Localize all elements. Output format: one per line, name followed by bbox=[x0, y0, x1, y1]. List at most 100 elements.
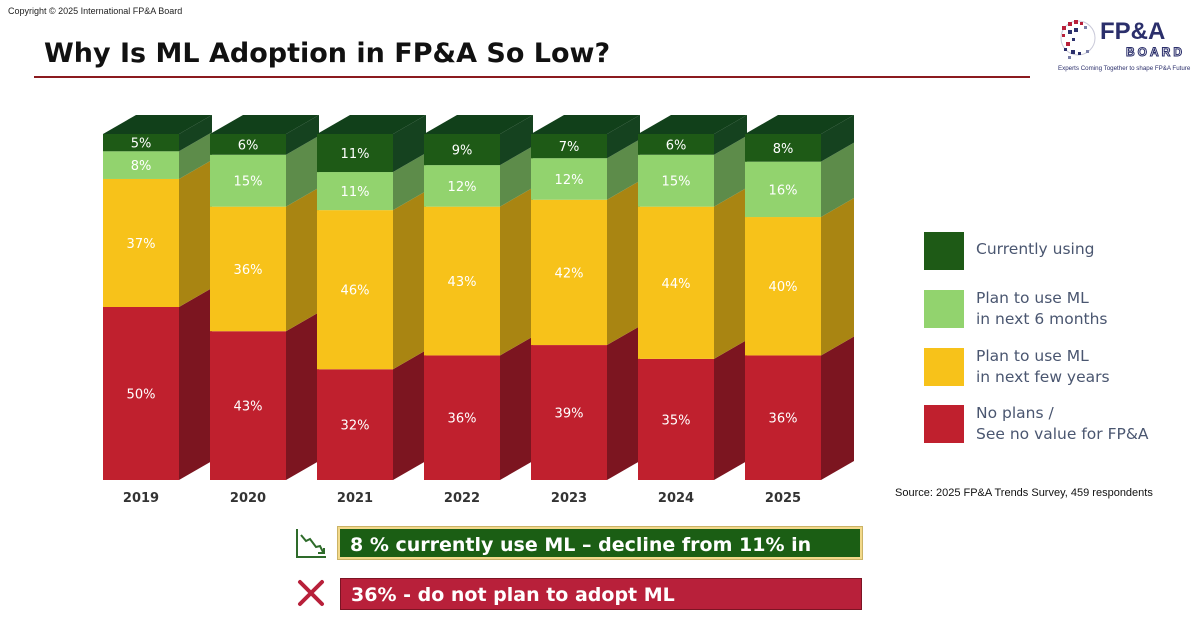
bar-side-plan_few_years-2023 bbox=[607, 180, 640, 346]
bar-segment-currently_using-2021 bbox=[317, 134, 393, 173]
logo-globe-icon bbox=[1060, 20, 1096, 59]
bar-side-currently_using-2020 bbox=[286, 115, 319, 155]
bar-segment-currently_using-2023 bbox=[531, 134, 607, 159]
legend-item-plan_few_years: Plan to use ML in next few years bbox=[924, 346, 1184, 386]
bar-side-plan_few_years-2024 bbox=[714, 187, 747, 359]
bar-segment-plan_6_months-2023 bbox=[531, 158, 607, 200]
logo-wordmark: FP&A bbox=[1100, 18, 1166, 45]
data-label-no_plans-2025: 36% bbox=[769, 412, 798, 427]
bar-segment-no_plans-2022 bbox=[424, 355, 500, 480]
x-tick-label-2024: 2024 bbox=[658, 491, 694, 506]
bar-top-2023 bbox=[531, 115, 640, 134]
bar-segment-no_plans-2025 bbox=[745, 355, 821, 480]
bar-side-plan_few_years-2021 bbox=[393, 191, 426, 370]
data-label-plan_few_years-2022: 43% bbox=[448, 275, 477, 290]
bar-side-plan_6_months-2021 bbox=[393, 153, 426, 211]
data-label-plan_6_months-2021: 11% bbox=[341, 185, 370, 200]
data-label-currently_using-2025: 8% bbox=[773, 142, 794, 157]
bar-side-no_plans-2022 bbox=[500, 336, 533, 480]
data-label-no_plans-2023: 39% bbox=[555, 407, 584, 422]
legend-label-plan_few_years: Plan to use ML in next few years bbox=[976, 347, 1110, 386]
legend-label-currently_using: Currently using bbox=[976, 240, 1095, 258]
bar-side-currently_using-2022 bbox=[500, 115, 533, 166]
legend-item-plan_6_months: Plan to use ML in next 6 months bbox=[924, 288, 1184, 328]
bar-segment-plan_few_years-2024 bbox=[638, 206, 714, 359]
x-tick-label-2019: 2019 bbox=[123, 491, 159, 506]
bar-side-plan_6_months-2019 bbox=[179, 132, 212, 179]
copyright-text: Copyright © 2025 International FP&A Boar… bbox=[8, 6, 183, 16]
bar-side-plan_few_years-2025 bbox=[821, 198, 854, 356]
bar-segment-plan_few_years-2025 bbox=[745, 217, 821, 356]
bar-segment-no_plans-2019 bbox=[103, 307, 179, 480]
bar-segment-currently_using-2022 bbox=[424, 134, 500, 166]
data-label-currently_using-2019: 5% bbox=[131, 137, 152, 152]
data-label-plan_6_months-2022: 12% bbox=[448, 180, 477, 195]
bar-segment-currently_using-2020 bbox=[210, 134, 286, 155]
bar-top-2025 bbox=[745, 115, 854, 134]
title-divider bbox=[34, 76, 1030, 78]
data-label-plan_6_months-2019: 8% bbox=[131, 159, 152, 174]
bar-segment-plan_6_months-2024 bbox=[638, 154, 714, 207]
bar-segment-no_plans-2021 bbox=[317, 369, 393, 480]
data-label-plan_few_years-2024: 44% bbox=[662, 277, 691, 292]
bar-segment-no_plans-2024 bbox=[638, 358, 714, 480]
declining-chart-icon bbox=[296, 529, 326, 558]
bar-side-plan_6_months-2023 bbox=[607, 139, 640, 200]
legend-item-no_plans: No plans / See no value for FP&A bbox=[924, 403, 1184, 443]
legend-swatch-no_plans bbox=[924, 405, 964, 443]
bar-side-no_plans-2024 bbox=[714, 339, 747, 480]
cross-icon bbox=[298, 580, 324, 606]
bar-side-plan_few_years-2022 bbox=[500, 187, 533, 356]
data-label-plan_few_years-2019: 37% bbox=[127, 237, 156, 252]
x-tick-label-2021: 2021 bbox=[337, 491, 373, 506]
bar-segment-plan_few_years-2020 bbox=[210, 206, 286, 332]
bar-side-no_plans-2023 bbox=[607, 326, 640, 480]
data-label-currently_using-2023: 7% bbox=[559, 140, 580, 155]
bar-segment-plan_6_months-2020 bbox=[210, 154, 286, 207]
bar-side-no_plans-2021 bbox=[393, 350, 426, 480]
data-label-currently_using-2021: 11% bbox=[341, 147, 370, 162]
source-note: Source: 2025 FP&A Trends Survey, 459 res… bbox=[895, 487, 1153, 499]
x-tick-label-2020: 2020 bbox=[230, 491, 266, 506]
bar-segment-plan_6_months-2022 bbox=[424, 165, 500, 207]
legend-label-no_plans: No plans / See no value for FP&A bbox=[976, 404, 1149, 443]
bar-side-no_plans-2025 bbox=[821, 336, 854, 480]
legend-swatch-currently_using bbox=[924, 232, 964, 270]
bar-side-plan_few_years-2020 bbox=[286, 187, 319, 332]
bar-side-plan_6_months-2020 bbox=[286, 135, 319, 207]
bar-segment-plan_6_months-2019 bbox=[103, 151, 179, 179]
callout-no-plans: 36% - do not plan to adopt ML bbox=[340, 578, 862, 610]
x-tick-label-2023: 2023 bbox=[551, 491, 587, 506]
bar-segment-currently_using-2025 bbox=[745, 134, 821, 162]
bar-side-plan_few_years-2019 bbox=[179, 159, 212, 307]
legend-label-plan_6_months: Plan to use ML in next 6 months bbox=[976, 289, 1108, 328]
data-label-plan_few_years-2021: 46% bbox=[341, 284, 370, 299]
x-tick-label-2022: 2022 bbox=[444, 491, 480, 506]
data-label-plan_6_months-2023: 12% bbox=[555, 173, 584, 188]
x-tick-label-2025: 2025 bbox=[765, 491, 801, 506]
bar-segment-currently_using-2019 bbox=[103, 134, 179, 152]
data-label-no_plans-2022: 36% bbox=[448, 412, 477, 427]
logo-subtitle: BOARD bbox=[1126, 45, 1185, 60]
callout-currently-using: 8 % currently use ML – decline from 11% … bbox=[338, 527, 862, 588]
data-label-currently_using-2020: 6% bbox=[238, 138, 259, 153]
bar-segment-plan_6_months-2025 bbox=[745, 161, 821, 218]
data-label-no_plans-2021: 32% bbox=[341, 419, 370, 434]
bar-side-plan_6_months-2022 bbox=[500, 146, 533, 207]
bar-side-no_plans-2019 bbox=[179, 288, 212, 480]
legend-swatch-plan_few_years bbox=[924, 348, 964, 386]
legend-swatch-plan_6_months bbox=[924, 290, 964, 328]
bar-segment-plan_few_years-2021 bbox=[317, 210, 393, 370]
bar-top-2021 bbox=[317, 115, 426, 134]
data-label-plan_few_years-2025: 40% bbox=[769, 280, 798, 295]
legend-item-currently_using: Currently using bbox=[924, 230, 1184, 270]
bar-segment-plan_6_months-2021 bbox=[317, 172, 393, 211]
data-label-no_plans-2020: 43% bbox=[234, 400, 263, 415]
fpa-board-logo: FP&A BOARD Experts Coming Together to sh… bbox=[1056, 14, 1192, 76]
logo-tagline: Experts Coming Together to shape FP&A Fu… bbox=[1058, 65, 1191, 72]
bar-side-currently_using-2021 bbox=[393, 115, 426, 173]
bar-top-2024 bbox=[638, 115, 747, 134]
bar-side-currently_using-2024 bbox=[714, 115, 747, 155]
bar-top-2022 bbox=[424, 115, 533, 134]
